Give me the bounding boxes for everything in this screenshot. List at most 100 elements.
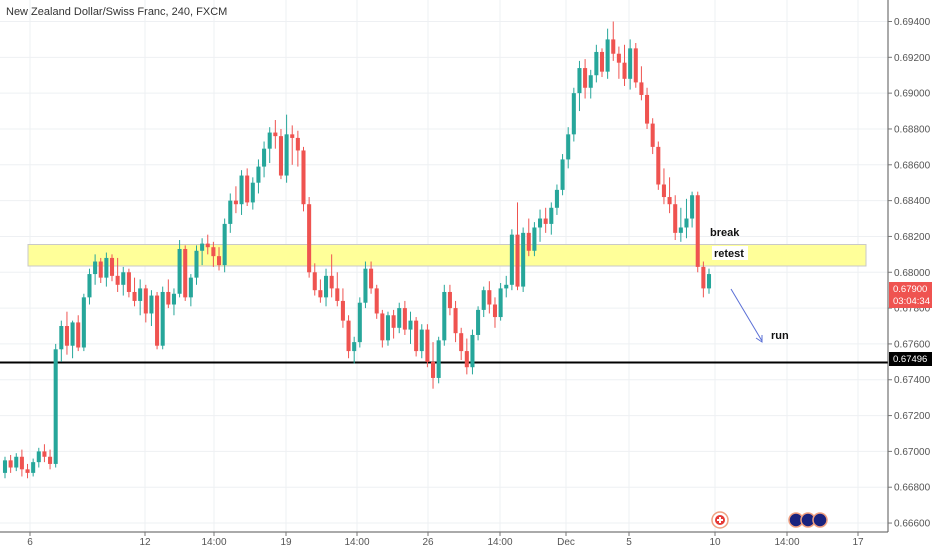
candle[interactable] (425, 324, 430, 368)
candle[interactable] (160, 286, 165, 350)
price-axis[interactable]: 0.69400 0.69200 0.69000 0.68800 0.68600 0.684… (888, 17, 931, 530)
candle[interactable] (464, 338, 469, 375)
candle[interactable] (53, 343, 58, 468)
candle[interactable] (369, 261, 374, 294)
candle[interactable] (566, 127, 571, 169)
candle[interactable] (661, 168, 666, 205)
candle[interactable] (571, 87, 576, 142)
candle[interactable] (335, 272, 340, 307)
event-marker-alert-icon[interactable] (711, 511, 729, 529)
candle[interactable] (278, 128, 283, 180)
candle[interactable] (149, 290, 154, 327)
candle[interactable] (200, 238, 205, 266)
candle[interactable] (307, 197, 312, 278)
candle[interactable] (211, 241, 216, 267)
candle[interactable] (250, 177, 255, 210)
candle[interactable] (48, 449, 53, 470)
candle[interactable] (380, 309, 385, 348)
candle[interactable] (436, 336, 441, 384)
candle[interactable] (2, 456, 8, 479)
candle[interactable] (132, 277, 137, 307)
candle[interactable] (8, 454, 13, 473)
candle[interactable] (59, 320, 64, 362)
candle[interactable] (397, 302, 402, 334)
candle[interactable] (391, 309, 396, 339)
candle[interactable] (459, 327, 464, 361)
candle[interactable] (205, 234, 210, 255)
candle[interactable] (222, 218, 227, 273)
candle[interactable] (633, 42, 638, 88)
candle[interactable] (121, 266, 126, 296)
candle[interactable] (70, 320, 75, 359)
candle[interactable] (267, 127, 272, 164)
candle[interactable] (673, 195, 678, 241)
candle[interactable] (318, 279, 323, 303)
candle[interactable] (656, 141, 661, 190)
candle[interactable] (605, 28, 610, 79)
candle[interactable] (340, 288, 345, 328)
candle[interactable] (470, 329, 475, 375)
candle[interactable] (138, 279, 143, 316)
candle[interactable] (588, 69, 593, 99)
candle[interactable] (363, 261, 368, 309)
candle[interactable] (678, 207, 683, 242)
candle[interactable] (684, 198, 689, 239)
candle[interactable] (431, 342, 436, 389)
candle[interactable] (690, 191, 695, 228)
candle[interactable] (194, 245, 199, 285)
candle[interactable] (385, 311, 391, 346)
candle[interactable] (498, 283, 503, 321)
candle[interactable] (515, 202, 520, 291)
candle[interactable] (453, 300, 458, 343)
candle[interactable] (532, 222, 537, 257)
candle[interactable] (616, 46, 621, 79)
candle[interactable] (509, 229, 514, 291)
candle[interactable] (492, 297, 498, 328)
candle[interactable] (352, 336, 357, 364)
candle[interactable] (402, 300, 407, 335)
candle[interactable] (695, 191, 700, 273)
candle[interactable] (650, 118, 655, 155)
candle[interactable] (599, 48, 605, 78)
candle[interactable] (216, 247, 222, 271)
candle[interactable] (554, 184, 559, 215)
candle[interactable] (31, 458, 36, 477)
candle[interactable] (109, 254, 115, 282)
candle[interactable] (419, 324, 424, 359)
candle[interactable] (487, 281, 492, 314)
candle[interactable] (14, 453, 19, 472)
candle[interactable] (295, 130, 300, 167)
candle[interactable] (357, 297, 362, 348)
candle[interactable] (42, 444, 47, 463)
candle[interactable] (504, 275, 509, 298)
candle[interactable] (346, 315, 351, 359)
candle[interactable] (239, 170, 244, 215)
candle[interactable] (549, 202, 554, 235)
candle[interactable] (706, 268, 712, 294)
projection-arrow[interactable] (730, 288, 763, 342)
candle[interactable] (290, 125, 295, 165)
candle[interactable] (476, 306, 481, 341)
candle[interactable] (628, 39, 633, 90)
candle[interactable] (19, 449, 24, 477)
candle[interactable] (447, 284, 452, 316)
candle[interactable] (98, 257, 103, 284)
candle[interactable] (245, 168, 250, 206)
candle[interactable] (521, 227, 526, 292)
candle[interactable] (284, 114, 289, 183)
candle[interactable] (408, 311, 413, 344)
candle[interactable] (594, 44, 599, 83)
candle[interactable] (526, 218, 531, 257)
candle[interactable] (177, 240, 182, 298)
candle[interactable] (374, 284, 379, 319)
candle[interactable] (233, 186, 238, 214)
candle[interactable] (155, 291, 160, 350)
candle[interactable] (538, 209, 543, 242)
candle[interactable] (64, 311, 69, 355)
candle[interactable] (323, 268, 329, 307)
candle[interactable] (262, 141, 267, 178)
candle[interactable] (143, 284, 148, 323)
candle[interactable] (577, 60, 582, 112)
time-axis[interactable]: 6 12 14:00 19 14:00 26 14:00 Dec 5 10 14:00 17 (27, 532, 864, 548)
